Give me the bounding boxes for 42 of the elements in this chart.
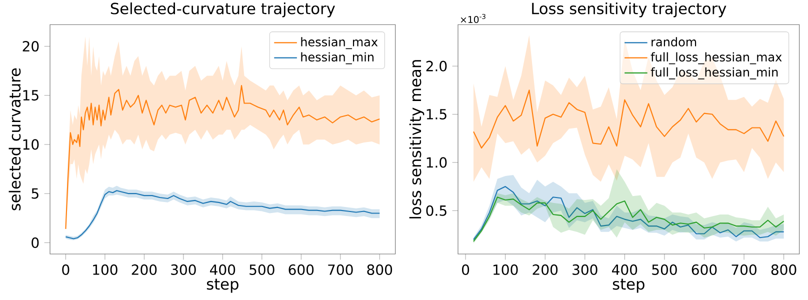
x-tick-label: 0 bbox=[62, 264, 70, 275]
x-tick-label: 200 bbox=[532, 264, 558, 275]
x-tick-label: 500 bbox=[652, 264, 677, 275]
x-tick-label: 600 bbox=[288, 264, 314, 275]
y-tick-label: 15 bbox=[23, 90, 38, 101]
line-series bbox=[65, 85, 380, 230]
x-tick-label: 600 bbox=[692, 264, 717, 275]
y-axis-title: selected curvature bbox=[8, 68, 21, 210]
chart-title: Loss sensitivity trajectory bbox=[532, 2, 726, 18]
y-tick-label: 5 bbox=[32, 188, 38, 199]
x-tick-label: 300 bbox=[572, 264, 598, 275]
x-tick-label: 200 bbox=[132, 264, 157, 275]
x-tick-label: 0 bbox=[462, 264, 470, 275]
y-tick-label: 0 bbox=[32, 237, 39, 248]
x-tick-label: 500 bbox=[250, 264, 274, 275]
x-tick-label: 700 bbox=[732, 264, 756, 275]
x-tick-label: 400 bbox=[210, 264, 236, 275]
y-axis-title: loss sensitivity mean bbox=[409, 60, 424, 218]
legend-label: full_loss_hessian_max bbox=[650, 52, 782, 64]
legend-label: full_loss_hessian_min bbox=[650, 67, 778, 80]
x-tick-label: 800 bbox=[771, 264, 796, 275]
line-series bbox=[472, 186, 784, 240]
line-series bbox=[472, 90, 784, 149]
x-tick-label: 100 bbox=[93, 264, 118, 275]
chart-title: Selected-curvature trajectory bbox=[110, 2, 335, 18]
y-tick-label: 2.0 bbox=[426, 60, 447, 72]
y-tick-label: 1.5 bbox=[426, 109, 446, 120]
y-tick-label: 10 bbox=[23, 139, 39, 150]
x-axis-title: step bbox=[612, 278, 644, 293]
legend-label: random bbox=[652, 37, 696, 46]
x-tick-label: 800 bbox=[367, 264, 392, 275]
text: ×10$^{-3}$ bbox=[460, 14, 486, 24]
legend-label: hessian_min bbox=[301, 52, 374, 64]
y-tick-label: 0.5 bbox=[426, 205, 446, 216]
x-tick-label: 300 bbox=[171, 264, 196, 275]
x-tick-label: 100 bbox=[494, 264, 518, 275]
y-tick-label: 1.0 bbox=[426, 157, 447, 168]
x-tick-label: 400 bbox=[612, 264, 638, 275]
y-tick-label: 20 bbox=[22, 40, 39, 52]
x-axis-title: step bbox=[206, 278, 238, 293]
legend-label: hessian_max bbox=[301, 37, 378, 50]
x-tick-label: 700 bbox=[328, 264, 353, 275]
